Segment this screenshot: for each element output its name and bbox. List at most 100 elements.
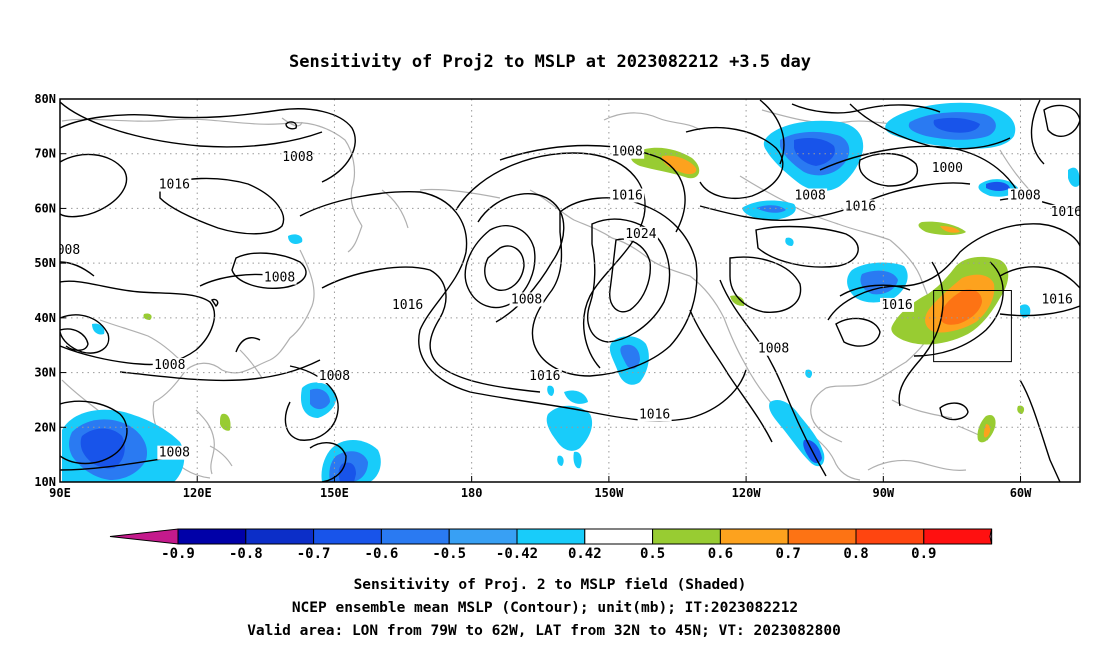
- contour-label: 1016: [529, 369, 560, 384]
- colorbar-swatch: [787, 528, 857, 545]
- page-title: Sensitivity of Proj2 to MSLP at 20230822…: [289, 52, 811, 72]
- colorbar-swatch: [719, 528, 789, 545]
- colorbar-label: 0.8: [843, 546, 868, 562]
- shade-positive-small: [730, 295, 745, 306]
- contour-label: 1008: [612, 145, 643, 160]
- contour-label: 1008: [49, 243, 80, 258]
- shade-negative-small: [1020, 304, 1031, 318]
- shade-positive-small: [220, 413, 231, 431]
- contour-label-background: [1008, 188, 1043, 203]
- contour-label-background: [60, 243, 82, 258]
- colorbar-label: -0.8: [229, 546, 263, 562]
- contour-label: 1008: [758, 342, 789, 357]
- shade-negative-small: [557, 455, 564, 466]
- shade-positive-small: [1017, 405, 1025, 414]
- shade-negative-wpac-core: [310, 388, 330, 410]
- contour-label-background: [1040, 292, 1075, 307]
- contour-label: 1000: [932, 161, 963, 176]
- contour-label: 1008: [794, 188, 825, 203]
- contour-labels: 1008 1016 1008 1008 1016 1008 1008 1008 1008 1016…: [49, 144, 1082, 461]
- shade-negative-small: [288, 234, 303, 244]
- colorbar: -0.9 -0.8 -0.7 -0.6 -0.5 -0.42 0.42 0.5 0.6 0.7 0.…: [109, 528, 993, 562]
- contour-label: 1008: [511, 292, 542, 307]
- colorbar-label: -0.6: [365, 546, 399, 562]
- contour-label: 1016: [1041, 292, 1072, 307]
- shade-negative-pacific-south: [546, 405, 593, 451]
- contour-label-background: [280, 150, 315, 165]
- contour-label-background: [756, 341, 791, 356]
- shade-negative-west-na-core: [756, 205, 786, 213]
- contour-label: 1016: [612, 188, 643, 203]
- contour-label: 1016: [639, 407, 670, 422]
- caption-line-3: Valid area: LON from 79W to 62W, LAT fro…: [247, 623, 841, 639]
- lat-tick-label: 60N: [34, 201, 56, 215]
- lon-tick-label: 120E: [183, 486, 212, 500]
- contour-label: 1016: [881, 298, 912, 313]
- shade-negative-small: [92, 323, 105, 335]
- shade-negative-pacific-core: [620, 344, 640, 369]
- colorbar-swatch: [177, 528, 247, 545]
- contour-label-background: [610, 144, 645, 159]
- colorbar-label: -0.9: [161, 546, 195, 562]
- shade-positive-ne-core: [940, 226, 960, 233]
- map-panel: 1008 1016 1008 1008 1016 1008 1008 1008 1008 1016…: [34, 92, 1082, 500]
- colorbar-swatch: [855, 528, 925, 545]
- contour-label-background: [390, 297, 425, 312]
- colorbar-label: 0.7: [776, 546, 801, 562]
- lat-tick-label: 30N: [34, 366, 56, 380]
- contour-label: 1016: [845, 199, 876, 214]
- shade-negative-scs-core: [80, 428, 125, 469]
- latitude-axis: 80N 70N 60N 50N 40N 30N 20N 10N: [34, 92, 66, 489]
- colorbar-swatch: [313, 528, 382, 545]
- shade-negative-small: [805, 369, 813, 378]
- shade-negative-arctic-west-core: [794, 138, 835, 166]
- contour-label-background: [262, 270, 297, 285]
- colorbar-label: 0.9: [911, 546, 936, 562]
- shade-negative-pacific-south2: [564, 390, 588, 404]
- colorbar-swatch: [516, 528, 586, 545]
- lon-tick-label: 180: [461, 486, 483, 500]
- colorbar-arrow-min: [109, 528, 179, 545]
- contour-label-background: [793, 188, 828, 203]
- contour-label-background: [843, 199, 878, 214]
- shade-negative-small: [573, 451, 582, 469]
- contour-label: 1008: [282, 150, 313, 165]
- colorbar-swatch: [245, 528, 315, 545]
- contour-label-background: [880, 297, 915, 312]
- contour-label-background: [509, 292, 544, 307]
- longitude-axis: 90E 120E 150E 180 150W 120W 90W 60W: [49, 476, 1032, 500]
- colorbar-label: 0.42: [568, 546, 602, 562]
- contour-label: 1016: [1051, 205, 1082, 220]
- shade-positive-alaska-core: [662, 155, 697, 175]
- colorbar-swatch: [584, 528, 654, 545]
- lat-tick-label: 50N: [34, 256, 56, 270]
- colorbar-label: -0.42: [496, 546, 538, 562]
- contour-label: 1008: [264, 271, 295, 286]
- lon-tick-label: 120W: [732, 486, 762, 500]
- contour-label-background: [610, 188, 645, 203]
- contour-label-background: [157, 177, 192, 192]
- shade-positive-atlantic-core: [940, 289, 982, 325]
- graticule: [60, 99, 1080, 482]
- shade-negative-arctic-east-core: [933, 117, 980, 133]
- lat-tick-label: 80N: [34, 92, 56, 106]
- contour-label: 1016: [159, 178, 190, 193]
- colorbar-label: -0.5: [432, 546, 466, 562]
- colorbar-swatch: [448, 528, 518, 545]
- contour-label: 1024: [625, 227, 656, 242]
- shade-negative-east-edge: [1068, 167, 1080, 187]
- contour-label: 1008: [319, 369, 350, 384]
- contour-label-background: [152, 358, 187, 373]
- lon-tick-label: 90E: [49, 486, 71, 500]
- lat-tick-label: 10N: [34, 475, 56, 489]
- caption-line-2: NCEP ensemble mean MSLP (Contour); unit(…: [292, 600, 798, 616]
- contour-label-background: [157, 445, 192, 460]
- caption-line-1: Sensitivity of Proj. 2 to MSLP field (Sh…: [354, 577, 747, 593]
- colorbar-arrow-max: [989, 528, 993, 545]
- colorbar-label: -0.7: [297, 546, 331, 562]
- contour-label: 1016: [392, 298, 423, 313]
- colorbar-label: 0.6: [708, 546, 733, 562]
- shade-negative-arctic-small-core: [986, 181, 1010, 191]
- contour-label-background: [637, 407, 672, 422]
